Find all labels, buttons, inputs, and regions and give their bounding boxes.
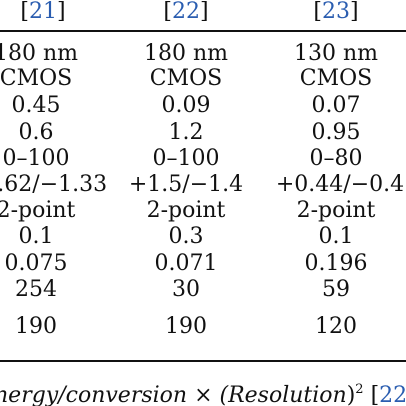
table-cell: +1.5/−1.4: [128, 172, 244, 197]
table-cell: 0.6: [18, 120, 54, 145]
table-cell: 59: [322, 277, 350, 302]
table-cell: 130 nm: [293, 41, 379, 66]
table-cell: 180 nm: [143, 41, 229, 66]
column-header-1: [21]: [20, 0, 66, 24]
table-cell: 0.075: [4, 251, 68, 276]
table-cell: 0–100: [2, 146, 70, 171]
table-cell: 1.2: [168, 120, 204, 145]
table-cell: 0.196: [304, 251, 368, 276]
table-cell: 0.45: [11, 93, 61, 118]
citation-link-21[interactable]: 21: [29, 0, 57, 24]
table-cell: 0–100: [152, 146, 220, 171]
table-cell: 2-point: [296, 198, 376, 223]
table-cell: 0–80: [309, 146, 363, 171]
header-rule: [0, 30, 406, 32]
table-cell: 0.1: [318, 224, 354, 249]
table-cell: 0.1: [18, 224, 54, 249]
table-cell: 120: [315, 314, 357, 339]
table-cell: 0.3: [168, 224, 204, 249]
footnote-superscript: 2: [355, 382, 364, 397]
table-cell: 30: [172, 277, 200, 302]
table-cell: 190: [15, 314, 57, 339]
table-cell: 0.07: [311, 93, 361, 118]
table-cell: 190: [165, 314, 207, 339]
table-footnote: nergy/conversion × (Resolution)2 [22].: [0, 382, 406, 406]
citation-link-23[interactable]: 23: [322, 0, 350, 24]
citation-link-22[interactable]: 22: [172, 0, 200, 24]
column-header-2: [22]: [163, 0, 209, 24]
table-cell: 2-point: [0, 198, 76, 223]
citation-link-22-footnote[interactable]: 22: [379, 383, 406, 406]
table-cell: 180 nm: [0, 41, 79, 66]
column-header-3: [23]: [313, 0, 359, 24]
table-cell: 254: [15, 277, 57, 302]
table-cell: 0.071: [154, 251, 218, 276]
table-cell: 0.09: [161, 93, 211, 118]
table-cell: CMOS: [0, 66, 73, 91]
table-cell: CMOS: [299, 66, 373, 91]
table-cell: CMOS: [149, 66, 223, 91]
table-cell: 2-point: [146, 198, 226, 223]
table-cell: +0.44/−0.4: [275, 172, 405, 197]
table-cell: 0.95: [311, 120, 361, 145]
bottom-rule: [0, 360, 406, 362]
table-cell: +0.62/−1.33: [0, 172, 108, 197]
